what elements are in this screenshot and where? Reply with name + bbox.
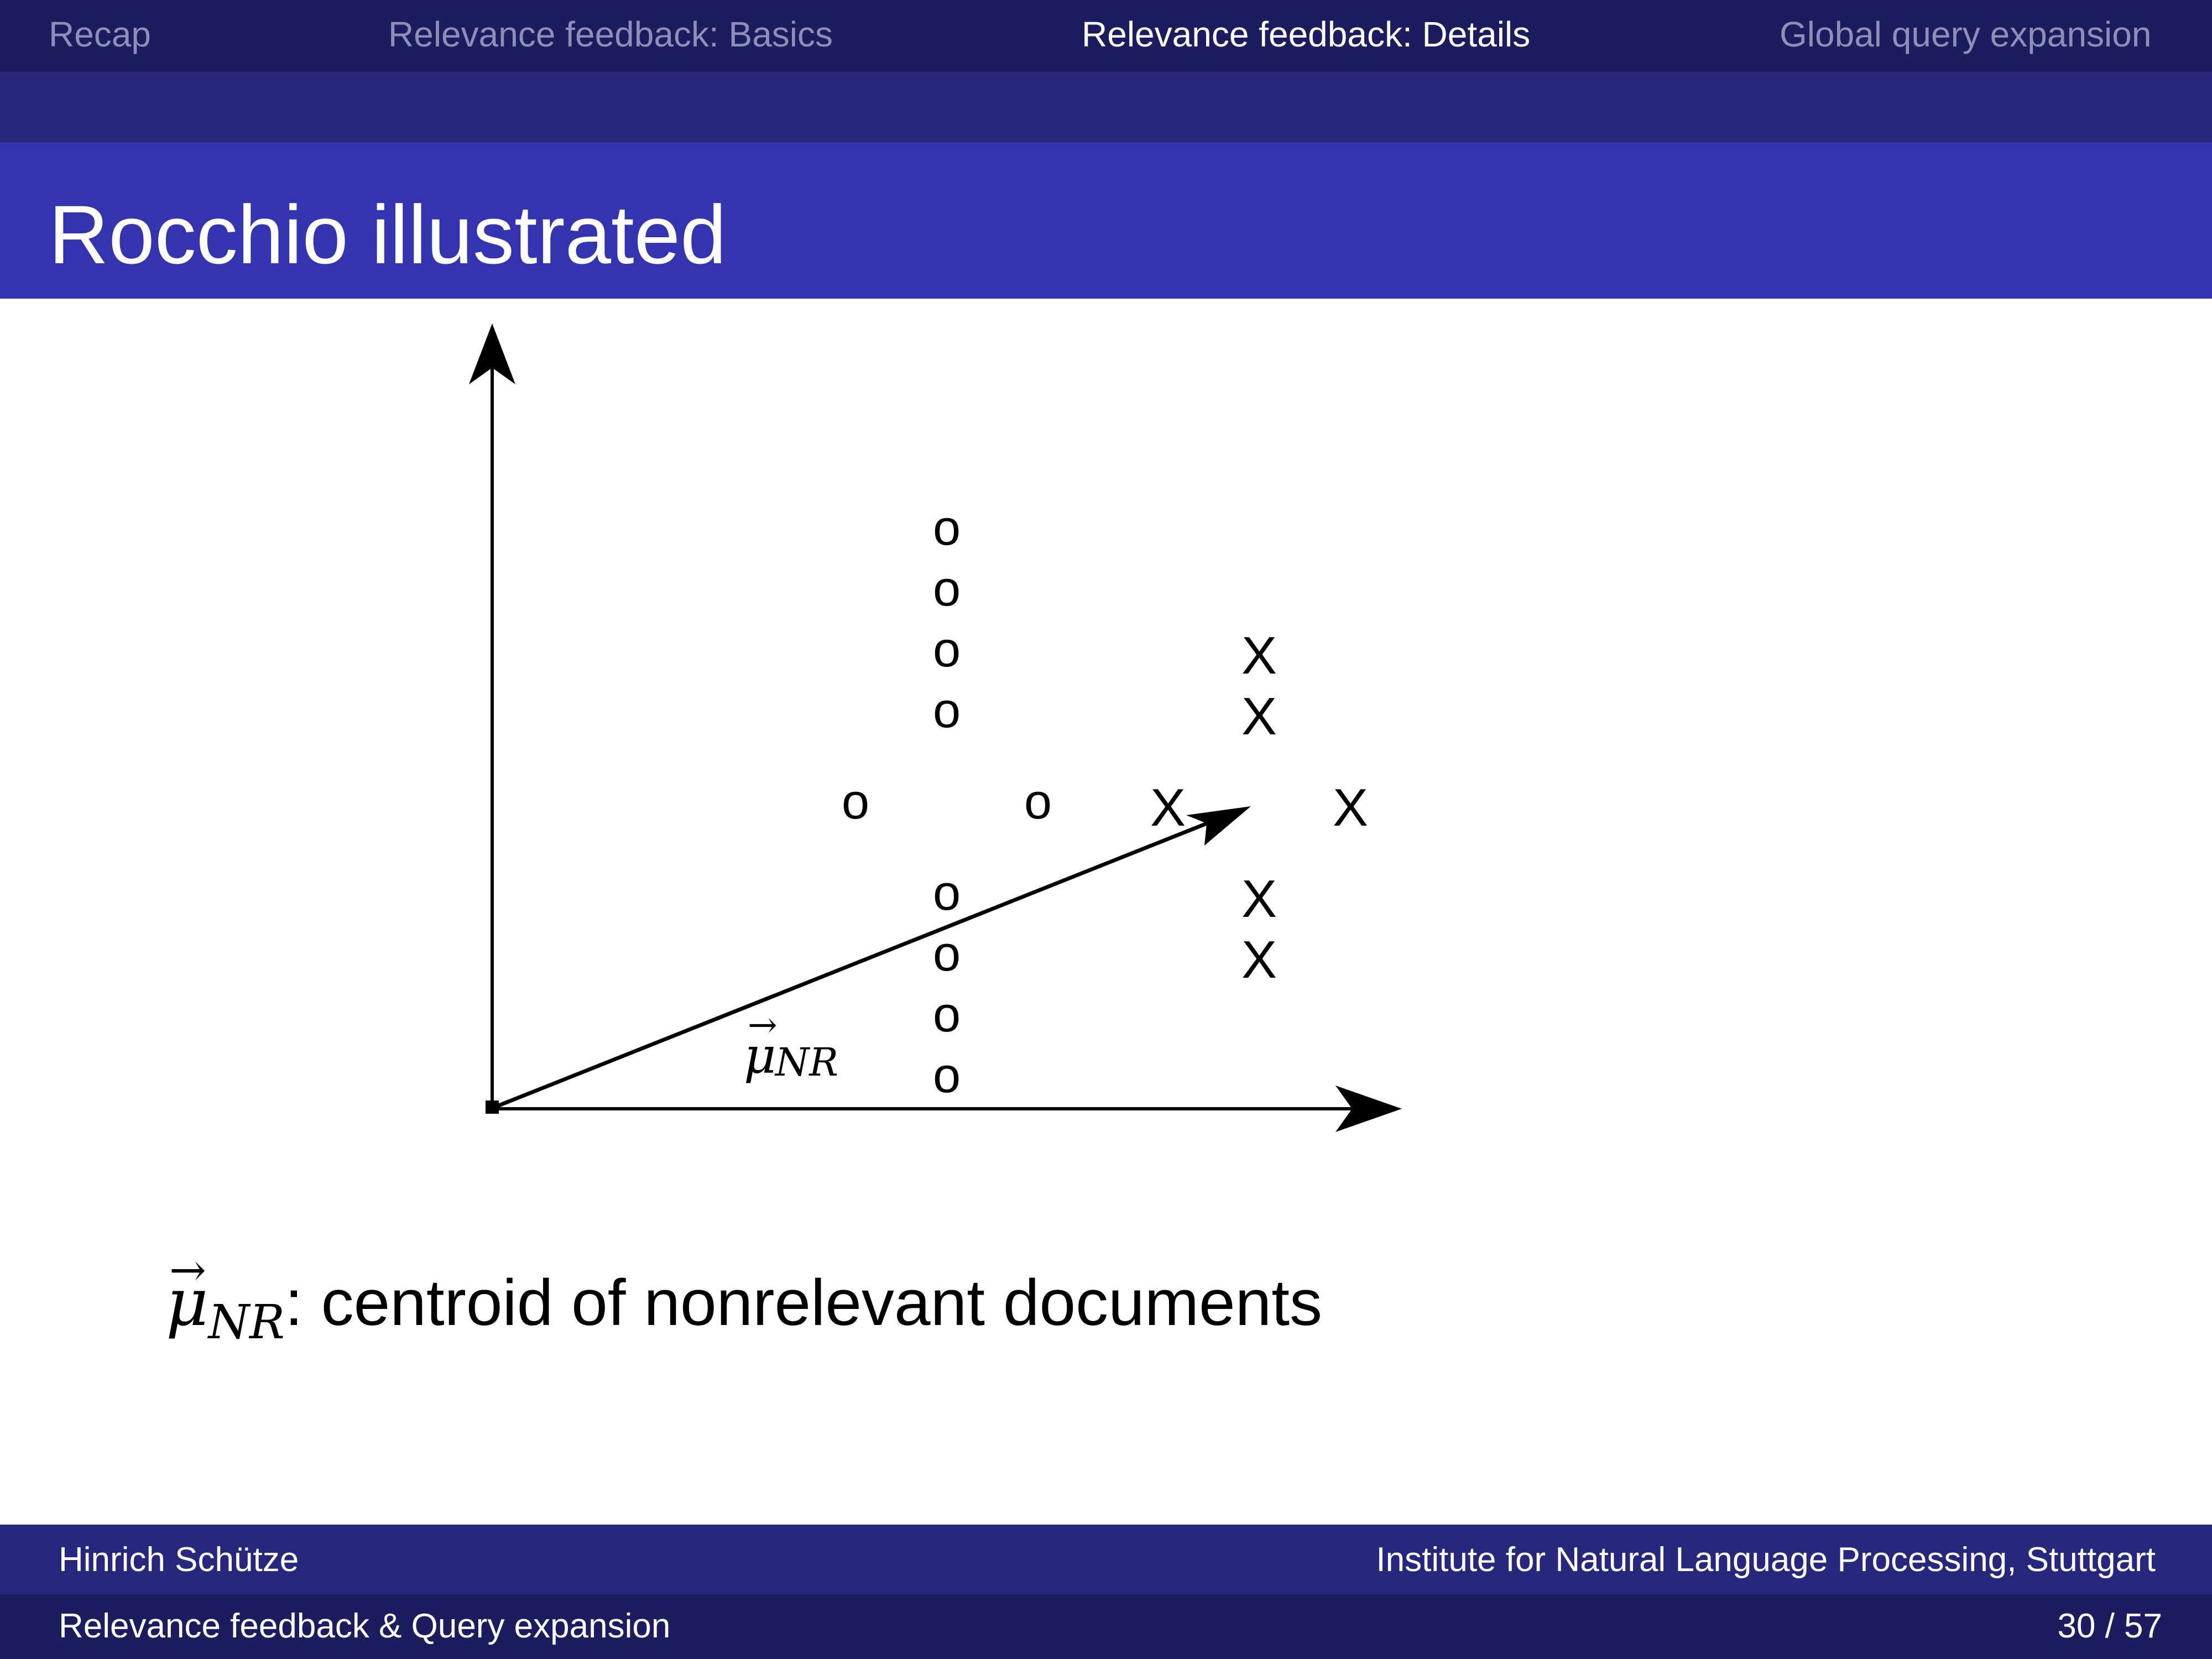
x-axis <box>492 1086 1402 1132</box>
centroid-vector <box>492 806 1251 1110</box>
caption-subscript: NR <box>208 1295 285 1350</box>
nonrelevant-points: o o o o o o o o o o <box>842 500 1052 1103</box>
page-number: 30 / 57 <box>2057 1607 2162 1645</box>
footer-top: Hinrich Schütze Institute for Natural La… <box>0 1525 2212 1594</box>
y-axis <box>469 324 515 1109</box>
point-x-2: X <box>1241 687 1277 746</box>
nav-item-recap[interactable]: Recap <box>49 14 151 54</box>
point-o-5: o <box>842 774 869 830</box>
relevant-points: X X X X X X <box>1150 626 1368 989</box>
subsection-bar <box>0 72 2212 142</box>
vector-label-subscript: NR <box>774 1040 838 1085</box>
point-o-6: o <box>1024 774 1052 830</box>
footer-institute: Institute for Natural Language Processin… <box>1376 1541 2156 1579</box>
footer-bottom: Relevance feedback & Query expansion 30 … <box>0 1594 2212 1659</box>
footer-talk-title: Relevance feedback & Query expansion <box>59 1607 671 1645</box>
point-o-4: o <box>933 683 961 738</box>
point-x-3: X <box>1150 778 1186 837</box>
vector-label-arrow: → <box>748 1005 778 1046</box>
point-o-2: o <box>933 561 961 617</box>
point-o-9: o <box>933 987 961 1042</box>
point-o-10: o <box>933 1048 961 1103</box>
centroid-vector-arrowhead <box>1186 806 1251 846</box>
nav-item-global-query-expansion[interactable]: Global query expansion <box>1780 14 2152 54</box>
slide-title: Rocchio illustrated <box>49 188 727 281</box>
point-x-5: X <box>1241 869 1277 928</box>
point-o-8: o <box>933 926 961 982</box>
point-o-1: o <box>933 500 961 556</box>
y-axis-arrowhead <box>469 324 515 384</box>
footer-author: Hinrich Schütze <box>59 1541 299 1579</box>
rocchio-diagram: o o o o o o o o o o X X X X X X → μ NR <box>469 324 1402 1132</box>
point-x-4: X <box>1333 778 1368 837</box>
point-x-1: X <box>1241 626 1277 685</box>
point-x-6: X <box>1241 930 1277 989</box>
nav-item-relevance-feedback-details[interactable]: Relevance feedback: Details <box>1082 14 1531 54</box>
caption-symbol: μ <box>166 1229 208 1344</box>
vector-label-symbol: μ <box>744 1027 776 1085</box>
x-axis-arrowhead <box>1335 1086 1402 1132</box>
section-nav: Recap Relevance feedback: Basics Relevan… <box>0 0 2212 72</box>
caption-text: : centroid of nonrelevant documents <box>285 1266 1323 1339</box>
caption: μNR: centroid of nonrelevant documents <box>166 1229 1323 1364</box>
centroid-vector-label: → μ NR <box>744 1005 838 1085</box>
point-o-7: o <box>933 865 961 921</box>
nav-item-relevance-feedback-basics[interactable]: Relevance feedback: Basics <box>388 14 833 54</box>
title-bar: Rocchio illustrated <box>0 142 2212 299</box>
svg-text:→: → <box>748 1005 778 1046</box>
point-o-3: o <box>933 622 961 677</box>
